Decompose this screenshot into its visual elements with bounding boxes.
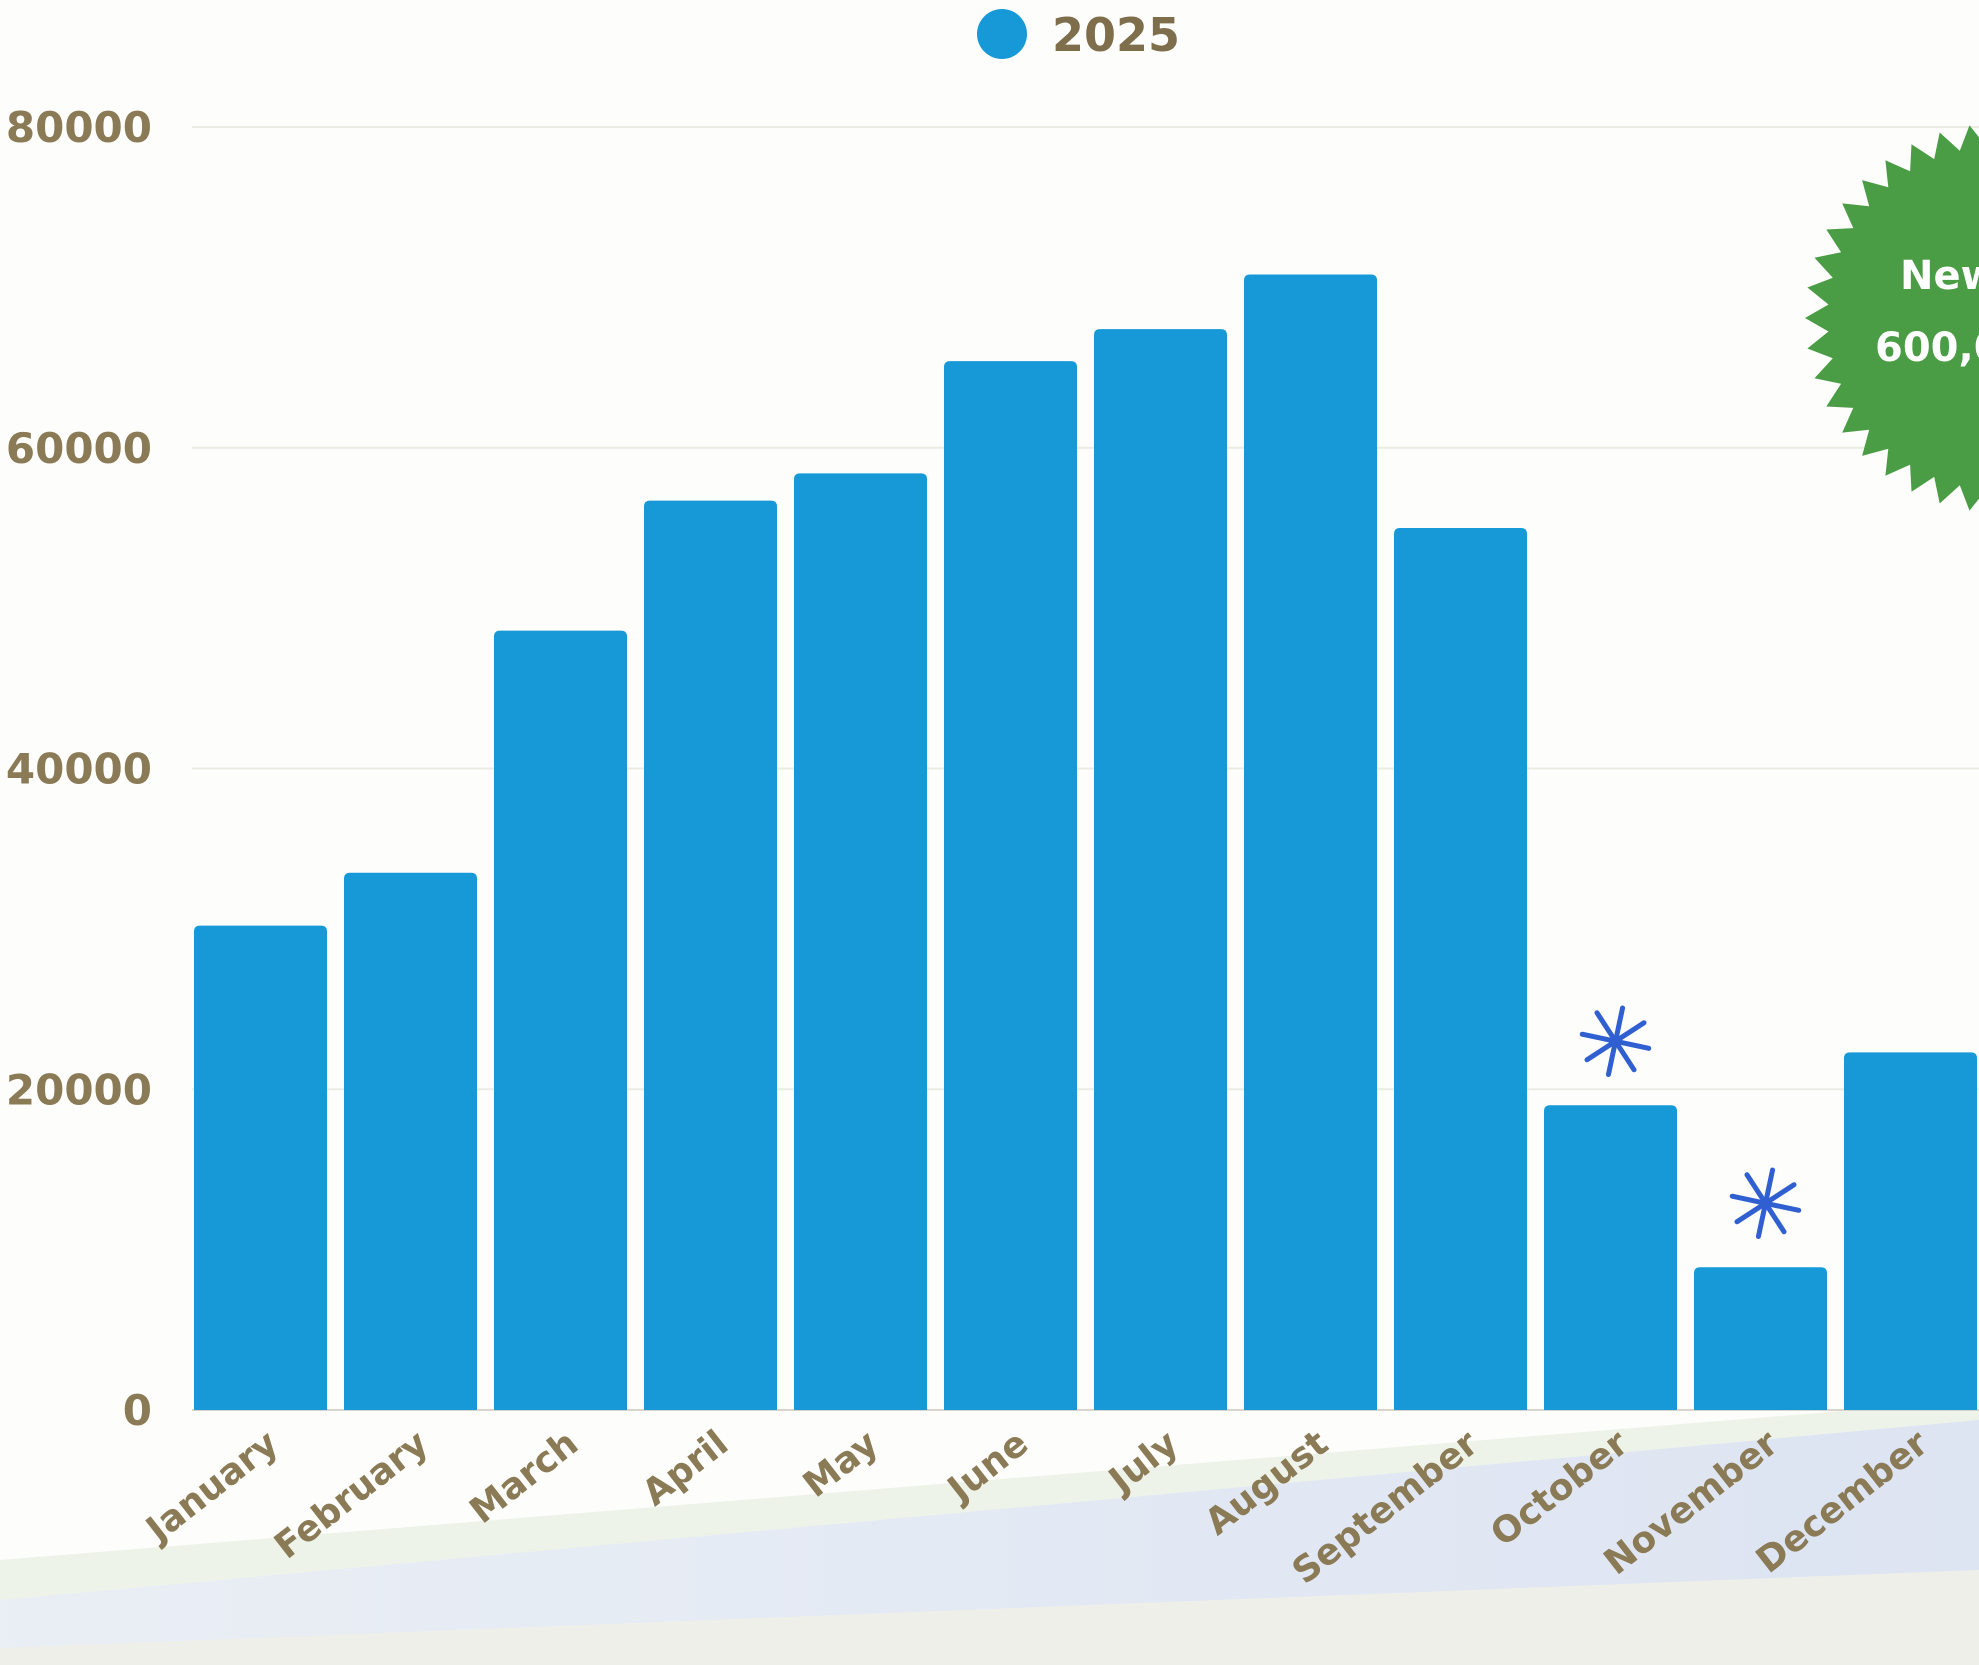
badge-line-2: 600,0 <box>1875 325 1979 371</box>
y-axis: 0 20000 40000 60000 80000 <box>6 103 152 1435</box>
bar-april[interactable] <box>644 500 777 1411</box>
bars <box>194 274 1977 1411</box>
y-tick-label: 80000 <box>6 103 152 152</box>
legend[interactable]: 2025 <box>977 8 1180 62</box>
bar-may[interactable] <box>794 473 927 1410</box>
legend-label: 2025 <box>1052 8 1180 62</box>
x-tick-label-january: January <box>137 1423 286 1552</box>
y-tick-label: 40000 <box>6 745 152 794</box>
x-tick-label-april: April <box>635 1423 736 1514</box>
bar-december[interactable] <box>1844 1052 1977 1410</box>
asterisk-marker-october <box>1579 1005 1652 1078</box>
bar-july[interactable] <box>1094 329 1227 1410</box>
badge-line-1: New <box>1900 253 1979 299</box>
legend-swatch <box>977 9 1027 59</box>
bar-january[interactable] <box>194 925 327 1410</box>
y-tick-label: 20000 <box>6 1065 152 1114</box>
background-decoration <box>0 1400 1979 1665</box>
bar-february[interactable] <box>344 872 477 1410</box>
bar-september[interactable] <box>1394 527 1527 1410</box>
bar-june[interactable] <box>944 361 1077 1411</box>
asterisk-marker-november <box>1729 1167 1802 1240</box>
annotations <box>1579 1005 1802 1240</box>
bar-march[interactable] <box>494 630 627 1410</box>
y-tick-label: 0 <box>123 1386 152 1435</box>
badge-shape <box>1805 125 1979 511</box>
y-tick-label: 60000 <box>6 424 152 473</box>
bar-august[interactable] <box>1244 274 1377 1410</box>
bar-november[interactable] <box>1694 1267 1827 1410</box>
gridlines <box>192 126 1979 1411</box>
starburst-badge: New 600,0 <box>1805 125 1979 511</box>
bar-october[interactable] <box>1544 1105 1677 1410</box>
